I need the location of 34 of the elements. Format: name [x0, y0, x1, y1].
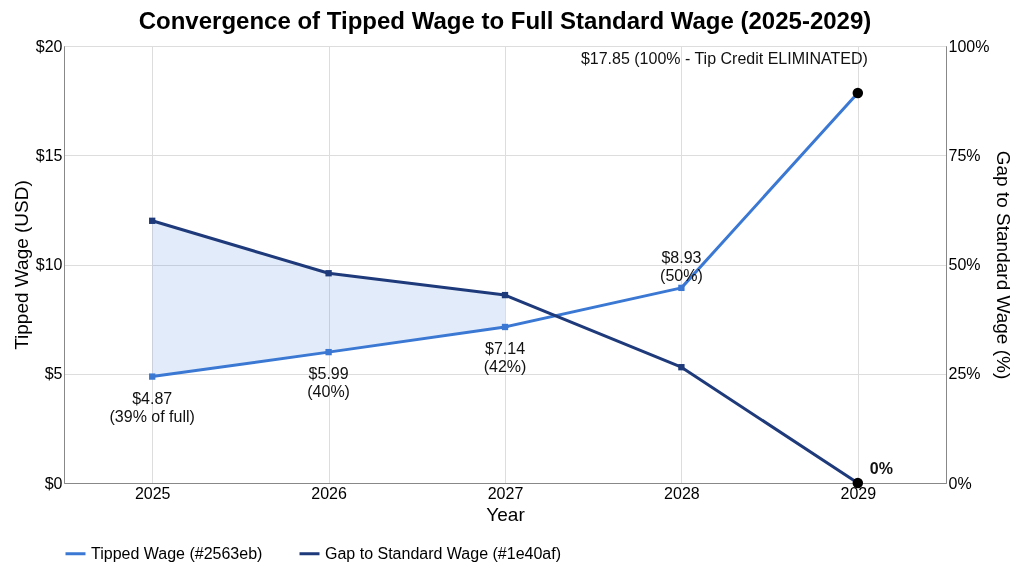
x-tick-label: 2026 — [311, 484, 347, 502]
y2-axis-title: Gap to Standard Wage (%) — [993, 150, 1015, 380]
annotation: $4.87 (39% of full) — [109, 389, 195, 425]
annotation: $5.99 (40%) — [307, 365, 350, 401]
point — [678, 364, 685, 371]
point — [501, 323, 509, 331]
y-tick-label: $20 — [35, 37, 63, 55]
point — [325, 270, 332, 277]
legend-label: Tipped Wage (#2563eb) — [91, 544, 263, 562]
point — [678, 284, 685, 292]
y-tick-label: $10 — [35, 256, 63, 273]
point — [501, 291, 509, 299]
y-axis-title: Tipped Wage (USD) — [10, 180, 32, 350]
x-axis-title: Year — [486, 503, 526, 525]
y2-tick-label: 0% — [948, 474, 972, 492]
y2-tick-label: 25% — [948, 365, 981, 383]
legend-label: Gap to Standard Wage (#1e40af) — [325, 544, 561, 562]
annotation: 0% — [869, 460, 893, 477]
x-tick-label: 2029 — [840, 484, 877, 502]
point — [149, 373, 156, 380]
y2-tick-label: 75% — [948, 146, 981, 164]
x-tick-label: 2028 — [664, 484, 700, 502]
chart-title: Convergence of Tipped Wage to Full Standard Wage (2025-2029) — [138, 7, 872, 34]
y-tick-label: $5 — [44, 365, 63, 383]
y-tick-label: $15 — [35, 146, 63, 164]
annotation: $17.85 (100% - Tip Credit ELIMINATED) — [580, 49, 868, 67]
y2-tick-label: 50% — [948, 256, 981, 273]
point — [149, 217, 156, 224]
x-tick-label: 2025 — [134, 484, 171, 502]
y2-tick-label: 100% — [948, 37, 990, 55]
y-tick-label: $0 — [44, 474, 63, 492]
point — [325, 348, 332, 356]
x-tick-label: 2027 — [487, 484, 524, 502]
annotation: $7.14 (42%) — [483, 339, 527, 375]
